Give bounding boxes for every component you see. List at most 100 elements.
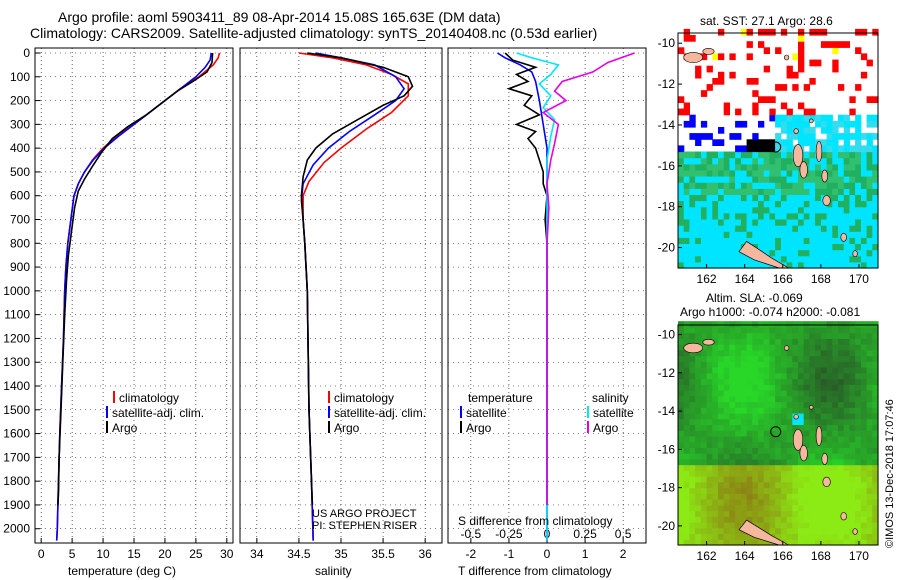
- map-cell: [740, 384, 748, 391]
- map-cell: [758, 326, 765, 334]
- map-cell: [723, 464, 730, 471]
- map-cell: [706, 372, 713, 380]
- map-cell: [723, 321, 730, 328]
- map-cell: [752, 78, 759, 85]
- map-cell: [792, 169, 799, 177]
- map-cell: [803, 418, 810, 425]
- map-cell: [843, 424, 850, 431]
- map-cell: [740, 499, 748, 506]
- map-cell: [843, 41, 850, 48]
- map-cell: [763, 430, 770, 437]
- map-cell: [700, 430, 708, 437]
- map-cell: [695, 219, 702, 226]
- map-cell: [775, 231, 782, 238]
- new-caledonia-land: [738, 240, 790, 269]
- map-y-label: -18: [658, 481, 676, 495]
- map-cell: [718, 436, 725, 443]
- map-cell: [706, 344, 713, 351]
- map-cell: [695, 527, 702, 535]
- map-cell: [706, 401, 713, 408]
- map-cell: [786, 464, 793, 471]
- map-cell: [855, 378, 862, 385]
- map-cell: [826, 231, 833, 238]
- map-cell: [866, 510, 873, 517]
- map-cell: [832, 390, 839, 397]
- map-cell: [843, 413, 850, 420]
- map-cell: [798, 533, 805, 540]
- series-line-t-argo: [504, 52, 548, 505]
- map-cell: [689, 163, 696, 171]
- map-cell: [843, 212, 850, 220]
- map-cell: [735, 384, 742, 391]
- map-cell: [780, 516, 788, 523]
- legend-s-argo-label: Argo: [593, 421, 619, 435]
- map-cell: [792, 499, 799, 506]
- map-cell: [780, 522, 788, 529]
- map-cell: [843, 344, 850, 351]
- map-cell: [729, 249, 736, 257]
- map-cell: [826, 212, 833, 220]
- map-cell: [695, 243, 702, 251]
- map-cell: [758, 344, 765, 351]
- map-cell: [769, 344, 776, 351]
- map-cell: [860, 212, 868, 220]
- map-cell: [712, 188, 719, 195]
- map-cell: [780, 527, 788, 535]
- map-cell: [706, 133, 713, 140]
- map-cell: [706, 510, 713, 517]
- map-cell: [712, 194, 719, 202]
- depth-tick-label: 1000: [3, 284, 30, 298]
- map-cell: [706, 151, 713, 159]
- depth-tick-label: 1800: [3, 474, 30, 488]
- map-cell: [700, 231, 708, 238]
- difference-series: [497, 52, 635, 541]
- map-cell: [740, 120, 748, 128]
- map-cell: [678, 225, 685, 232]
- map-cell: [780, 372, 788, 380]
- map-cell: [740, 464, 748, 471]
- map-cell: [798, 225, 805, 232]
- map-y-label: -20: [658, 241, 676, 255]
- map-cell: [843, 430, 850, 437]
- map-cell: [780, 176, 788, 183]
- map-cell: [752, 453, 759, 460]
- map-cell: [763, 527, 770, 535]
- map-cell: [866, 458, 873, 466]
- map-cell: [683, 476, 690, 483]
- map-cell: [729, 188, 736, 195]
- map-cell: [735, 470, 742, 477]
- map-cell: [860, 401, 868, 408]
- map-cell: [769, 321, 776, 328]
- map-cell: [746, 163, 753, 171]
- map-cell: [832, 219, 839, 226]
- map-cell: [758, 424, 765, 431]
- map-cell: [706, 206, 713, 214]
- map-cell: [700, 504, 708, 512]
- legend-temperature-title: temperature: [468, 391, 533, 405]
- map-cell: [689, 384, 696, 391]
- map-cell: [798, 424, 805, 431]
- x-tick-label: -1: [504, 547, 515, 561]
- map-cell: [826, 321, 833, 328]
- map-cell: [729, 395, 736, 403]
- map-cell: [860, 458, 868, 466]
- map-cell: [826, 401, 833, 408]
- map-cell: [775, 527, 782, 535]
- map-cell: [706, 493, 713, 500]
- map-cell: [695, 206, 702, 214]
- map-cell: [706, 533, 713, 540]
- map-cell: [849, 384, 856, 391]
- map-cell: [712, 163, 719, 171]
- map-cell: [872, 212, 879, 220]
- map-cell: [752, 441, 759, 448]
- map-cell: [752, 338, 759, 345]
- map-cell: [786, 367, 793, 374]
- salinity-x-ticks: 34 34.5 35 35.5 36: [240, 48, 442, 561]
- map-cell: [775, 367, 782, 374]
- map-cell: [723, 361, 730, 368]
- legend-satellite-label: satellite-adj. clim.: [334, 406, 426, 420]
- temperature-xlabel: temperature (deg C): [68, 564, 176, 578]
- map-cell: [826, 493, 833, 500]
- map-cell: [735, 464, 742, 471]
- island: [815, 426, 823, 446]
